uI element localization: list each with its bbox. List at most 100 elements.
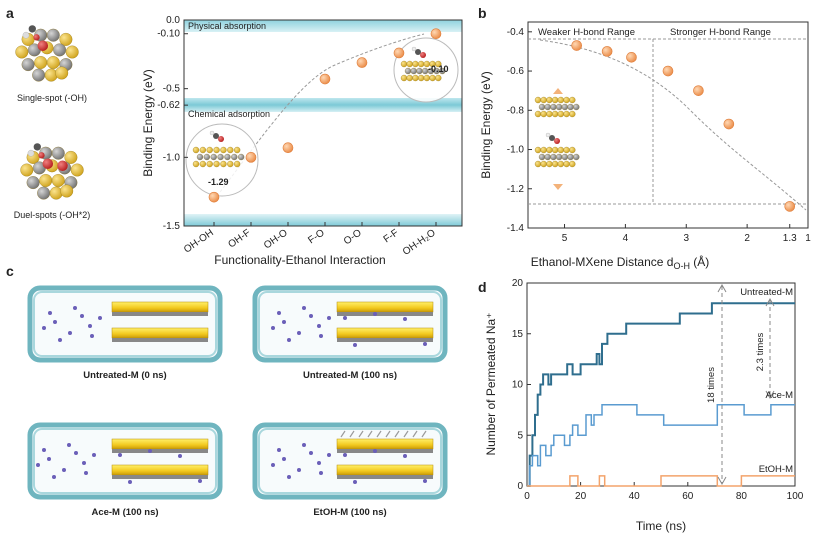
weaker-range-label: Weaker H-bond Range <box>538 27 635 38</box>
atom-icon <box>557 160 565 168</box>
na-ion-icon <box>88 324 92 328</box>
chart-a-ytick-label: -0.5 <box>163 84 181 95</box>
atom-icon <box>26 176 40 190</box>
atom-icon <box>412 60 419 68</box>
atom-icon <box>551 110 559 118</box>
chart-d: 0 5 10 15 20 0 20 40 60 80 100 18 times 2.3 times… <box>484 278 804 533</box>
membrane-caption: Untreated-M (0 ns) <box>83 370 166 381</box>
chart-d-xtick-label: 60 <box>682 491 694 502</box>
atom-icon <box>550 103 557 111</box>
physical-band-label: Physical absorption <box>188 21 266 31</box>
atom-icon <box>46 56 60 69</box>
atom-icon <box>569 110 576 118</box>
na-ion-icon <box>277 448 281 452</box>
panel-b-label: b <box>478 5 487 21</box>
inset-chemical-structure <box>192 130 245 168</box>
series-label-ace: Ace-M <box>766 390 794 401</box>
atom-icon <box>416 67 423 75</box>
oxygen-atom-icon <box>218 136 224 142</box>
single-spot-structure <box>15 25 79 82</box>
na-ion-icon <box>67 443 71 447</box>
na-ion-icon <box>319 334 323 338</box>
chart-d-ytick-label: 5 <box>517 430 523 441</box>
chart-b-point <box>601 46 613 57</box>
chart-a-ytick-label: -1.0 <box>163 152 181 163</box>
atom-icon <box>555 103 563 111</box>
ethanol-molecule-icon <box>394 430 400 438</box>
atom-icon <box>213 146 220 154</box>
series-label-untreated: Untreated-M <box>740 287 793 298</box>
atom-icon <box>400 74 408 82</box>
atom-icon <box>417 60 425 68</box>
atom-icon <box>540 110 547 118</box>
mxene-sheet-edge <box>112 449 208 453</box>
chart-a: Physical absorption Chemical adsorption … <box>141 15 463 267</box>
chart-b-ytick-label: -0.6 <box>507 66 525 77</box>
stronger-range-label: Stronger H-bond Range <box>670 27 771 38</box>
atom-icon <box>220 146 227 154</box>
na-ion-icon <box>73 306 77 310</box>
inset-physical-structure <box>400 46 446 82</box>
na-ion-icon <box>309 314 313 318</box>
atom-icon <box>412 74 419 82</box>
na-ion-icon <box>327 316 331 320</box>
water-box-frame <box>27 422 223 500</box>
panel-a-label: a <box>6 5 14 21</box>
water-box-inner <box>33 428 217 494</box>
atom-icon <box>569 160 576 168</box>
na-ion-icon <box>53 320 57 324</box>
atom-icon <box>15 45 29 59</box>
na-ion-icon <box>317 324 321 328</box>
chart-d-ytick-label: 15 <box>512 329 524 340</box>
na-ion-icon <box>80 314 84 318</box>
chart-a-ytick-label: -1.5 <box>163 221 181 232</box>
atom-icon <box>561 103 569 111</box>
annotation-minus-129: -1.29 <box>208 177 229 187</box>
water-box-frame <box>252 422 448 500</box>
duel-spots-caption: Duel-spots (-OH*2) <box>14 210 91 220</box>
chart-a-frame <box>183 19 463 227</box>
atom-icon <box>406 74 413 82</box>
chart-d-ylabel: Number of Permeated Na⁺ <box>484 312 498 455</box>
na-ion-icon <box>74 451 78 455</box>
panel-c-label: c <box>6 263 14 279</box>
ratio-arrowheads-18 <box>717 283 727 486</box>
chart-d-xtick-label: 40 <box>629 491 641 502</box>
atom-icon <box>400 60 408 68</box>
hydrogen-atom-icon <box>209 130 215 136</box>
ethanol-molecule-icon <box>340 430 346 438</box>
inset-structure-top <box>534 88 580 118</box>
arrow-down-icon <box>553 88 563 94</box>
chart-d-frame <box>526 282 796 487</box>
atom-icon <box>567 103 574 111</box>
atom-icon <box>199 146 207 154</box>
water-box-frame <box>27 285 223 363</box>
chart-a-point <box>208 191 220 203</box>
atom-icon <box>20 163 34 177</box>
atom-icon <box>429 74 436 82</box>
chart-b-ylabel: Binding Energy (eV) <box>479 71 493 178</box>
atom-icon <box>192 146 200 154</box>
atom-icon <box>563 146 570 154</box>
na-ion-icon <box>128 480 132 484</box>
chart-d-xtick-label: 80 <box>736 491 748 502</box>
atom-icon <box>37 186 51 200</box>
atom-icon <box>406 60 413 68</box>
atom-icon <box>551 96 559 104</box>
carbon-atom-icon <box>28 25 36 33</box>
mxene-sheet <box>336 327 434 339</box>
atom-icon <box>551 160 559 168</box>
chart-b-point <box>784 201 796 212</box>
chart-a-point <box>393 47 405 59</box>
na-ion-icon <box>327 453 331 457</box>
na-ion-icon <box>287 475 291 479</box>
membrane-caption: Untreated-M (100 ns) <box>303 370 397 381</box>
oxygen-atom-icon <box>33 34 40 41</box>
water-box-inner <box>33 291 217 357</box>
atom-icon <box>423 74 431 82</box>
na-ion-icon <box>297 468 301 472</box>
panel-d-label: d <box>478 279 487 295</box>
chart-b-xtick-label: 4 <box>623 233 629 244</box>
na-ion-icon <box>62 468 66 472</box>
atom-icon <box>546 146 553 154</box>
